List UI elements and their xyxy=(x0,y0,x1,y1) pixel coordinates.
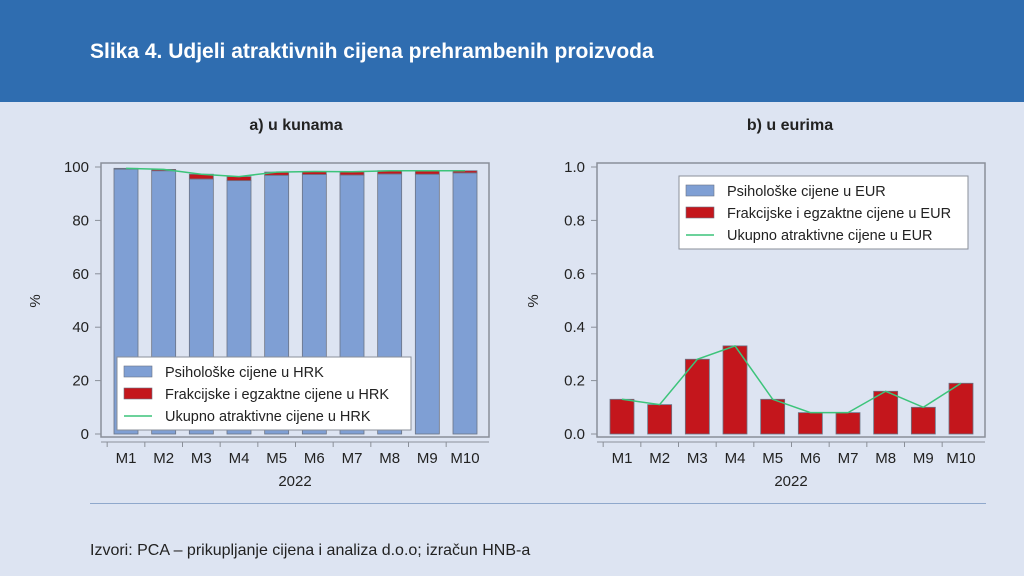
legend-swatch xyxy=(685,206,715,219)
figure-title: Slika 4. Udjeli atraktivnih cijena prehr… xyxy=(90,40,654,63)
x-tick-label: M10 xyxy=(946,450,975,467)
y-tick-label: 0.4 xyxy=(564,319,585,336)
bar-frakcijske xyxy=(760,398,786,435)
header-band xyxy=(0,0,1024,102)
x-tick-label: M7 xyxy=(342,450,363,467)
x-tick-label: M6 xyxy=(800,450,821,467)
plot-frame xyxy=(596,162,986,438)
y-axis-label: % xyxy=(27,294,44,307)
x-tick-label: M6 xyxy=(304,450,325,467)
y-tick-label: 100 xyxy=(64,159,89,176)
x-tick-label: M4 xyxy=(725,450,746,467)
y-tick-label: 40 xyxy=(72,319,89,336)
bar-frakcijske xyxy=(948,382,974,435)
x-tick-label: M1 xyxy=(612,450,633,467)
line-ukupno xyxy=(621,344,962,414)
bar-psiholoske xyxy=(452,172,478,435)
line-ukupno xyxy=(125,167,465,178)
x-tick-label: M3 xyxy=(687,450,708,467)
y-tick-label: 0.0 xyxy=(564,426,585,443)
legend-label: Psihološke cijene u HRK xyxy=(165,365,324,381)
bar-frakcijske xyxy=(873,390,899,435)
chart-a: a) u kunama 0 20 40 60 80 100% M1 M2 M3 M4 M5 M6 M7 M8… xyxy=(27,117,490,490)
x-axis-label: 2022 xyxy=(278,473,311,490)
chart-title: b) u eurima xyxy=(747,117,833,134)
y-tick-label: 0.8 xyxy=(564,212,585,229)
y-tick-label: 1.0 xyxy=(564,159,585,176)
x-tick-label: M3 xyxy=(191,450,212,467)
legend-swatch xyxy=(123,365,153,378)
y-tick-label: 60 xyxy=(72,266,89,283)
legend-label: Psihološke cijene u EUR xyxy=(727,184,886,200)
y-tick-label: 80 xyxy=(72,212,89,229)
chart-b: b) u eurima 0.0 0.2 0.4 0.6 0.8 1.0% M1 M2 M3 M4 M5… xyxy=(525,117,986,490)
plot-frame xyxy=(100,162,490,438)
bar-frakcijske xyxy=(609,398,635,435)
legend-label: Frakcijske i egzaktne cijene u HRK xyxy=(165,387,389,403)
bar-frakcijske xyxy=(684,358,710,435)
legend-swatch xyxy=(123,387,153,400)
legend-box xyxy=(116,356,412,431)
legend-label: Ukupno atraktivne cijene u EUR xyxy=(727,228,933,244)
legend-label: Frakcijske i egzaktne cijene u EUR xyxy=(727,206,951,222)
y-axis-label: % xyxy=(525,294,542,307)
y-tick-label: 0.2 xyxy=(564,373,585,390)
bar-frakcijske xyxy=(835,412,861,435)
source-note: Izvori: PCA – prikupljanje cijena i anal… xyxy=(90,542,531,559)
bar-frakcijske xyxy=(910,406,936,435)
x-tick-label: M2 xyxy=(153,450,174,467)
x-tick-label: M2 xyxy=(649,450,670,467)
divider xyxy=(90,503,986,504)
x-tick-label: M5 xyxy=(762,450,783,467)
x-tick-label: M10 xyxy=(450,450,479,467)
legend-box xyxy=(678,175,969,250)
x-tick-label: M9 xyxy=(913,450,934,467)
y-tick-label: 0 xyxy=(81,426,89,443)
y-tick-label: 20 xyxy=(72,373,89,390)
x-tick-label: M7 xyxy=(838,450,859,467)
bar-frakcijske xyxy=(722,345,748,435)
x-tick-label: M1 xyxy=(116,450,137,467)
x-tick-label: M4 xyxy=(229,450,250,467)
bar-frakcijske xyxy=(647,404,673,435)
legend: Psihološke cijene u EUR Frakcijske i egza… xyxy=(678,175,969,250)
legend-swatch xyxy=(685,184,715,197)
bar-psiholoske xyxy=(414,173,440,435)
x-tick-label: M8 xyxy=(379,450,400,467)
chart-title: a) u kunama xyxy=(249,117,342,134)
x-axis-label: 2022 xyxy=(774,473,807,490)
bar-frakcijske xyxy=(797,412,823,435)
x-tick-label: M8 xyxy=(875,450,896,467)
x-tick-label: M5 xyxy=(266,450,287,467)
legend-label: Ukupno atraktivne cijene u HRK xyxy=(165,409,371,425)
y-tick-label: 0.6 xyxy=(564,266,585,283)
x-tick-label: M9 xyxy=(417,450,438,467)
legend: Psihološke cijene u HRK Frakcijske i egza… xyxy=(116,356,412,431)
